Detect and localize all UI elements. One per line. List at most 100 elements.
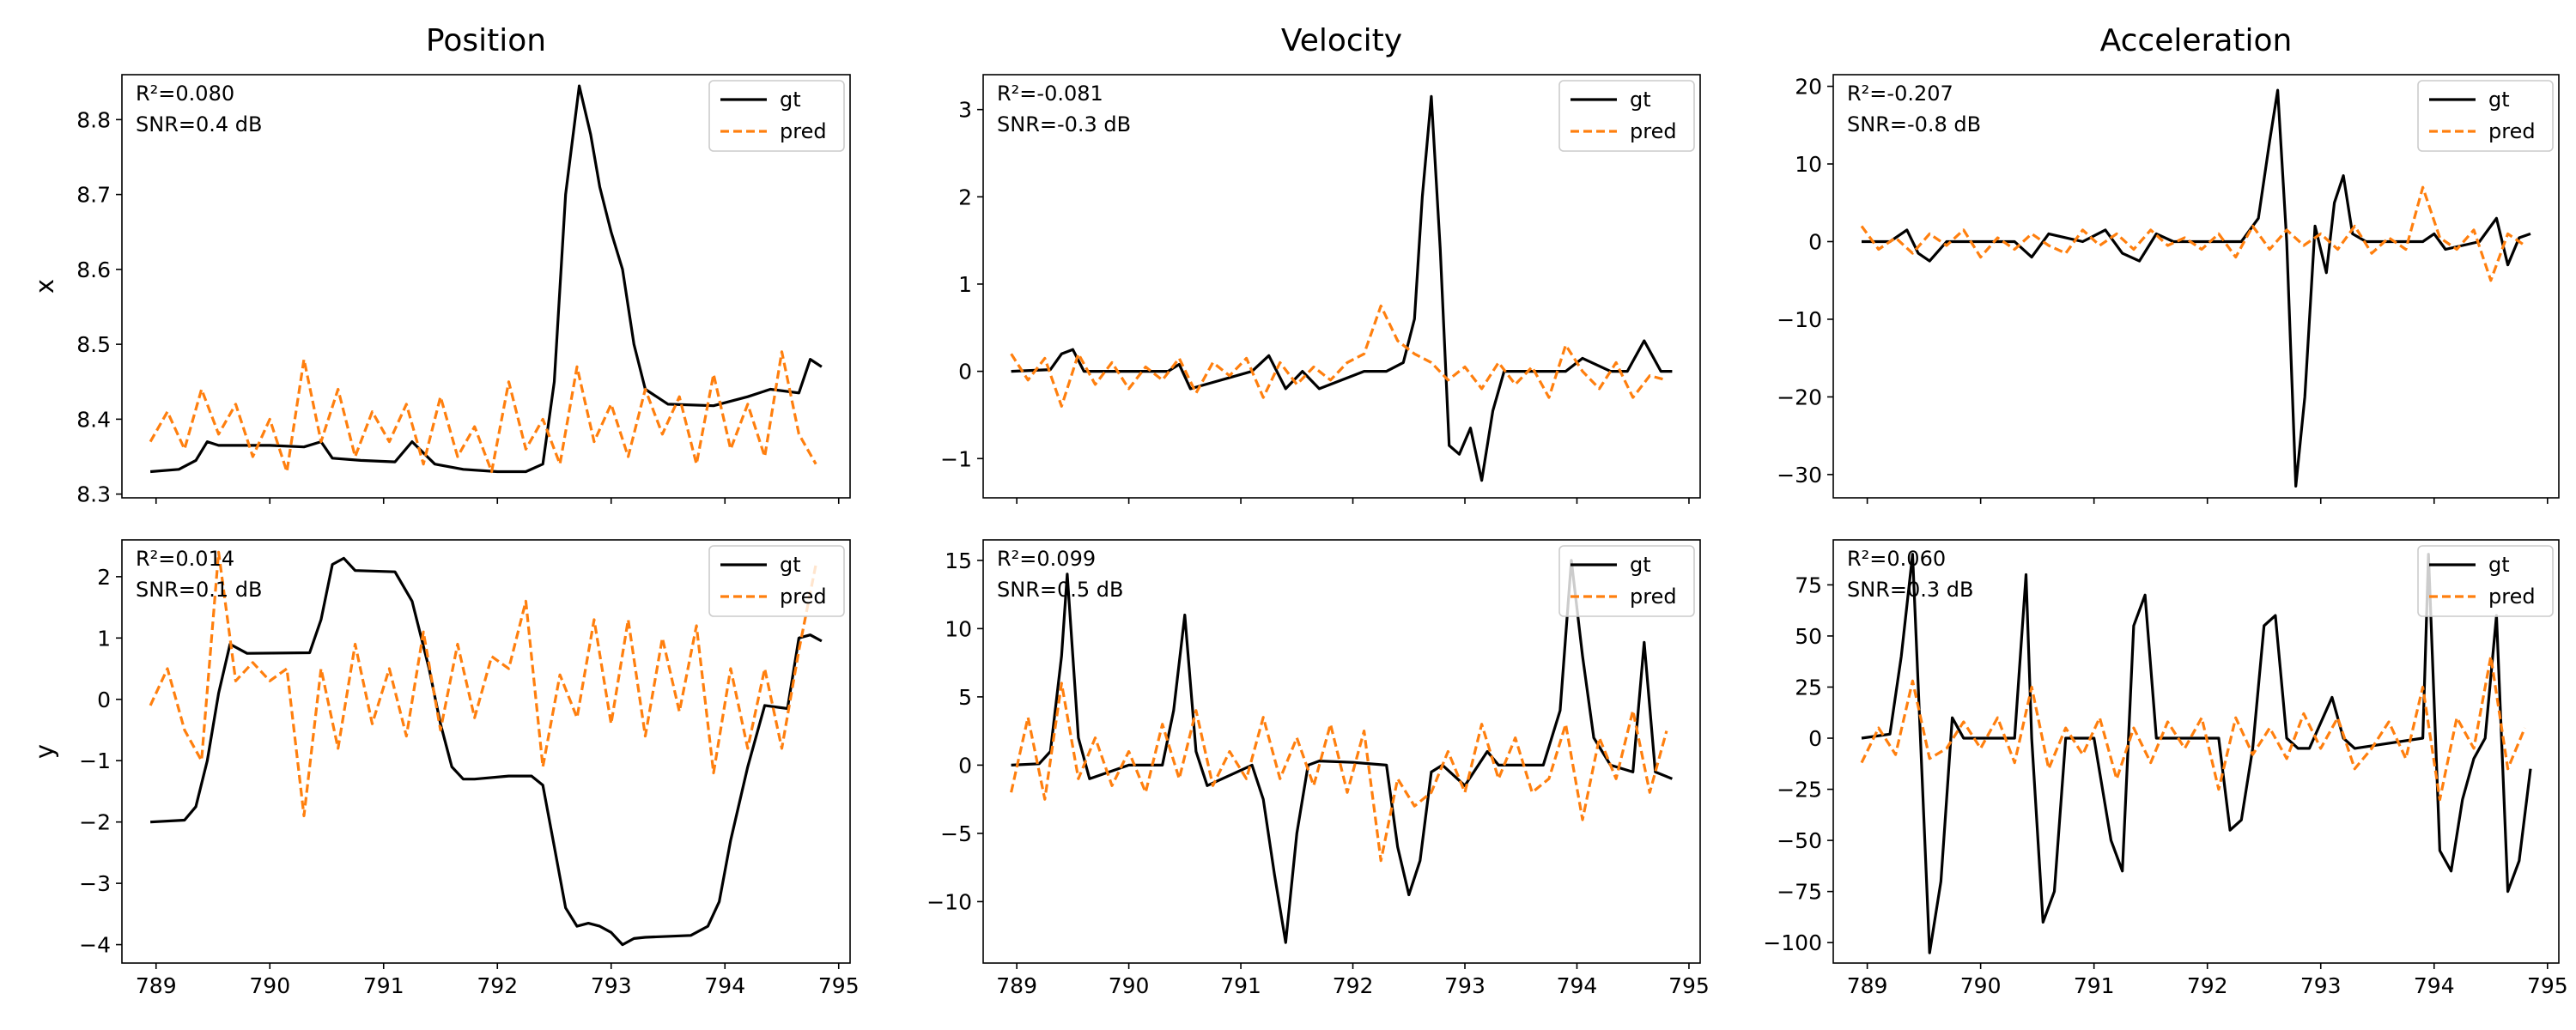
x-tick-label: 794 xyxy=(2414,973,2455,998)
subplot-3: −30 −20 −10 0 10 20 Acceleration R²=-0.207 SNR=-… xyxy=(1777,23,2560,504)
legend: gt pred xyxy=(708,545,845,617)
r2-annotation: R²=-0.081 xyxy=(997,82,1103,106)
y-tick-label: 0 xyxy=(1808,229,1822,254)
series-line-gt xyxy=(149,84,823,474)
subplot-title: Position xyxy=(426,23,546,58)
series-line-gt xyxy=(150,556,823,947)
y-tick-label: −10 xyxy=(1777,307,1822,332)
x-tick-label: 795 xyxy=(1668,973,1710,998)
y-axis-label: x xyxy=(30,279,59,294)
x-tick-label: 790 xyxy=(1960,973,2002,998)
x-tick-label: 793 xyxy=(591,973,632,998)
snr-annotation: SNR=0.3 dB xyxy=(1847,578,1973,602)
y-tick-label: −20 xyxy=(1777,385,1822,409)
series-line-gt xyxy=(1011,94,1673,482)
y-tick-label: 8.4 xyxy=(76,407,111,432)
series-line-pred xyxy=(149,350,817,474)
series-line-gt xyxy=(1861,553,2532,954)
legend: gt pred xyxy=(708,80,845,152)
legend: gt pred xyxy=(1558,545,1695,617)
x-tick-label: 795 xyxy=(2527,973,2568,998)
y-tick-label: −1 xyxy=(79,748,111,773)
y-tick-label: −75 xyxy=(1777,880,1822,905)
y-tick-label: −10 xyxy=(927,889,972,914)
y-tick-label: 75 xyxy=(1795,573,1822,597)
x-tick-label: 794 xyxy=(704,973,745,998)
x-tick-label: 791 xyxy=(2074,973,2115,998)
y-tick-label: −2 xyxy=(79,810,111,835)
x-tick-label: 792 xyxy=(2187,973,2228,998)
x-tick-label: 793 xyxy=(1444,973,1485,998)
axes-frame xyxy=(121,74,851,499)
y-tick-label: −5 xyxy=(940,821,972,846)
y-tick-label: 5 xyxy=(958,685,972,710)
y-tick-label: −30 xyxy=(1777,463,1822,488)
y-tick-label: 8.8 xyxy=(76,107,111,132)
legend-label-pred: pred xyxy=(780,585,827,609)
y-tick-label: 25 xyxy=(1795,675,1822,700)
series-line-pred xyxy=(1010,304,1668,408)
y-tick-label: 8.3 xyxy=(76,482,111,507)
y-tick-label: −3 xyxy=(79,871,111,896)
legend-label-gt: gt xyxy=(780,553,801,577)
legend-label-pred: pred xyxy=(1630,119,1677,143)
r2-annotation: R²=0.099 xyxy=(997,547,1096,571)
legend-label-pred: pred xyxy=(2488,119,2536,143)
y-tick-label: −25 xyxy=(1777,778,1822,803)
y-tick-label: 1 xyxy=(958,272,972,297)
axes-frame xyxy=(1832,539,2560,964)
subplot-4: 789 790 791 792 793 794 795 −4 −3 −2 −1 0 1 2 y R²=0.01… xyxy=(30,539,860,998)
y-axis-label: y xyxy=(30,744,59,759)
y-tick-label: 0 xyxy=(97,688,111,712)
y-tick-label: 8.5 xyxy=(76,332,111,357)
y-tick-label: 15 xyxy=(945,548,972,573)
r2-annotation: R²=-0.207 xyxy=(1847,82,1953,106)
legend-label-pred: pred xyxy=(780,119,827,143)
subplot-2: −1 0 1 2 3 Velocity R²=-0.081 SNR=-0.3 dB gt pred xyxy=(940,23,1701,504)
legend-label-pred: pred xyxy=(2488,585,2536,609)
axes-frame xyxy=(982,74,1701,499)
y-tick-label: 2 xyxy=(97,565,111,590)
y-tick-label: −50 xyxy=(1777,828,1822,853)
x-tick-label: 794 xyxy=(1557,973,1598,998)
legend: gt pred xyxy=(2417,80,2554,152)
snr-annotation: SNR=0.5 dB xyxy=(997,578,1123,602)
y-tick-label: −1 xyxy=(940,446,972,471)
y-tick-label: 10 xyxy=(945,616,972,641)
y-tick-label: −4 xyxy=(79,933,111,958)
y-tick-label: 0 xyxy=(958,360,972,385)
series-line-pred xyxy=(1010,682,1668,863)
legend-label-gt: gt xyxy=(780,88,801,112)
snr-annotation: SNR=-0.3 dB xyxy=(997,112,1131,136)
snr-annotation: SNR=0.4 dB xyxy=(136,112,262,136)
legend: gt pred xyxy=(1558,80,1695,152)
legend-label-gt: gt xyxy=(1630,88,1651,112)
legend: gt pred xyxy=(2417,545,2554,617)
x-tick-label: 795 xyxy=(818,973,860,998)
y-tick-label: 0 xyxy=(1808,726,1822,751)
series-line-pred xyxy=(149,550,817,818)
x-tick-label: 789 xyxy=(996,973,1037,998)
axes-frame xyxy=(982,539,1701,964)
legend-label-gt: gt xyxy=(1630,553,1651,577)
x-tick-label: 793 xyxy=(2300,973,2342,998)
r2-annotation: R²=0.060 xyxy=(1847,547,1946,571)
series-line-pred xyxy=(1860,655,2526,802)
y-tick-label: 50 xyxy=(1795,624,1822,649)
subplot-6: 789 790 791 792 793 794 795 −100 −75 −50 −25 0 25 50 7… xyxy=(1763,539,2568,998)
legend-label-gt: gt xyxy=(2488,88,2510,112)
x-tick-label: 791 xyxy=(1220,973,1261,998)
y-tick-label: 8.6 xyxy=(76,258,111,282)
snr-annotation: SNR=0.1 dB xyxy=(136,578,262,602)
legend-label-pred: pred xyxy=(1630,585,1677,609)
subplot-title: Acceleration xyxy=(2100,23,2293,58)
y-tick-label: 20 xyxy=(1795,75,1822,100)
axes-frame xyxy=(121,539,851,964)
y-tick-label: 1 xyxy=(97,626,111,651)
x-tick-label: 792 xyxy=(1333,973,1374,998)
snr-annotation: SNR=-0.8 dB xyxy=(1847,112,1981,136)
y-tick-label: 10 xyxy=(1795,152,1822,177)
y-tick-label: 0 xyxy=(958,753,972,778)
y-tick-label: −100 xyxy=(1763,930,1822,955)
